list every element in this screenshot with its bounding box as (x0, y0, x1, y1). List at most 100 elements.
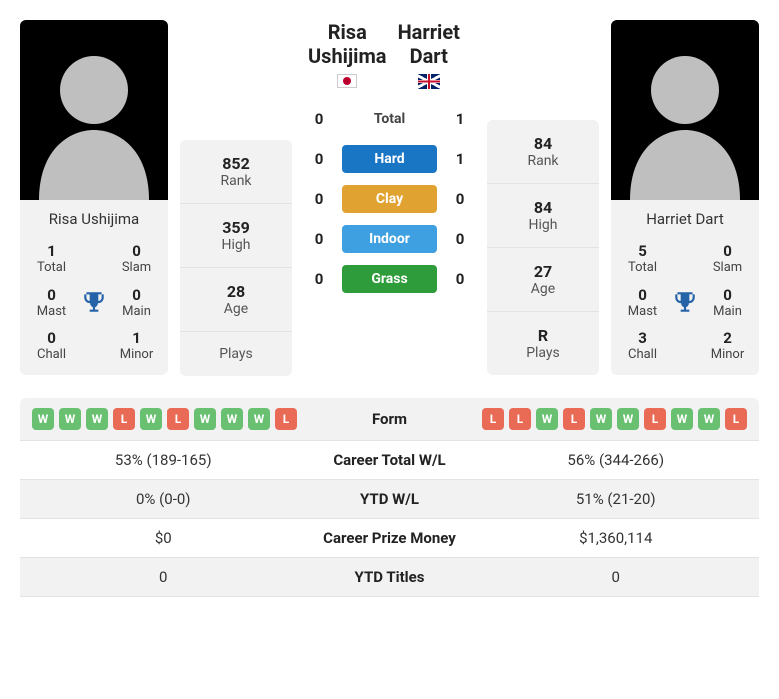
h2h-right-value: 1 (449, 110, 471, 128)
table-cell-right: 0 (485, 568, 748, 586)
h2h-right-value: 0 (449, 230, 471, 248)
form-chip: L (113, 408, 135, 430)
h2h-left-value: 0 (308, 150, 330, 168)
h2h-right-value: 0 (449, 190, 471, 208)
table-cell-left: 53% (189-165) (32, 451, 295, 469)
comparison-table: WWWLWLWWWLFormLLWLWWLWWL53% (189-165)Car… (20, 398, 759, 597)
form-chip: L (167, 408, 189, 430)
form-chip: W (617, 408, 639, 430)
trophy-icon (77, 289, 111, 315)
titles-mast: 0Mast (617, 286, 668, 320)
h2h-label: Clay (342, 185, 437, 213)
form-chip: L (563, 408, 585, 430)
table-cell-right: 51% (21-20) (485, 490, 748, 508)
titles-total: 5Total (617, 242, 668, 276)
table-cell-right: $1,360,114 (485, 529, 748, 547)
stat-high: 359High (180, 204, 292, 268)
table-cell-label: Career Total W/L (295, 451, 485, 469)
player-name-right: Harriet Dart (386, 20, 471, 68)
h2h-left-value: 0 (308, 190, 330, 208)
flag-right (386, 74, 471, 89)
player-photo-left (20, 20, 168, 200)
form-chip: W (59, 408, 81, 430)
form-chip: W (671, 408, 693, 430)
table-row: 0% (0-0)YTD W/L51% (21-20) (20, 480, 759, 519)
form-chip: W (194, 408, 216, 430)
h2h-table: 0Total10Hard10Clay00Indoor00Grass0 (308, 105, 471, 305)
table-row: 53% (189-165)Career Total W/L56% (344-26… (20, 441, 759, 480)
name-block-right: Harriet Dart (386, 20, 471, 89)
form-chip: L (509, 408, 531, 430)
form-chip: L (275, 408, 297, 430)
table-row: WWWLWLWWWLFormLLWLWWLWWL (20, 398, 759, 441)
table-cell-left: $0 (32, 529, 295, 547)
h2h-label: Grass (342, 265, 437, 293)
table-cell-right: 56% (344-266) (485, 451, 748, 469)
stat-plays: Plays (180, 332, 292, 376)
player-card-left: Risa Ushijima 1Total 0Slam 0Mast 0Main 0… (20, 20, 168, 375)
titles-slam: 0Slam (702, 242, 753, 276)
flag-gb-icon (418, 74, 440, 89)
player-name-left: RisaUshijima (308, 20, 386, 68)
stat-plays: RPlays (487, 312, 599, 375)
h2h-row-indoor: 0 Indoor 0 (308, 225, 471, 253)
table-cell-left: WWWLWLWWWL (32, 408, 297, 430)
form-strip-left: WWWLWLWWWL (32, 408, 297, 430)
stat-age: 27Age (487, 248, 599, 312)
h2h-left-value: 0 (308, 230, 330, 248)
h2h-right-value: 0 (449, 270, 471, 288)
table-cell-left: 0 (32, 568, 295, 586)
table-cell-right: LLWLWWLWWL (482, 408, 747, 430)
form-chip: W (248, 408, 270, 430)
silhouette-icon (29, 30, 159, 200)
h2h-left-value: 0 (308, 110, 330, 128)
table-cell-label: Form (297, 410, 482, 428)
player-card-right: Harriet Dart 5Total 0Slam 0Mast 0Main 3C… (611, 20, 759, 375)
stat-rank: 84Rank (487, 120, 599, 184)
titles-main: 0Main (702, 286, 753, 320)
form-chip: W (221, 408, 243, 430)
player-titles-right: 5Total 0Slam 0Mast 0Main 3Chall 2Minor (611, 238, 759, 375)
form-chip: W (698, 408, 720, 430)
h2h-left-value: 0 (308, 270, 330, 288)
player-card-name-left: Risa Ushijima (20, 200, 168, 238)
form-chip: W (590, 408, 612, 430)
h2h-row-clay: 0 Clay 0 (308, 185, 471, 213)
titles-minor: 2Minor (702, 329, 753, 363)
titles-total: 1Total (26, 242, 77, 276)
table-cell-label: YTD Titles (295, 568, 485, 586)
titles-mast: 0Mast (26, 286, 77, 320)
form-chip: W (32, 408, 54, 430)
form-chip: L (482, 408, 504, 430)
flag-jp-icon (337, 74, 357, 88)
form-chip: W (140, 408, 162, 430)
titles-chall: 0Chall (26, 329, 77, 363)
table-cell-left: 0% (0-0) (32, 490, 295, 508)
name-block-left: RisaUshijima (308, 20, 386, 88)
stats-card-left: 852Rank 359High 28Age Plays (180, 140, 292, 376)
h2h-label: Total (342, 105, 437, 133)
titles-slam: 0Slam (111, 242, 162, 276)
table-cell-label: YTD W/L (295, 490, 485, 508)
stat-high: 84High (487, 184, 599, 248)
player-card-name-right: Harriet Dart (611, 200, 759, 238)
titles-minor: 1Minor (111, 329, 162, 363)
h2h-row-grass: 0 Grass 0 (308, 265, 471, 293)
form-chip: W (86, 408, 108, 430)
stat-age: 28Age (180, 268, 292, 332)
h2h-row-total: 0 Total 1 (308, 105, 471, 133)
form-chip: L (644, 408, 666, 430)
h2h-label: Indoor (342, 225, 437, 253)
h2h-label: Hard (342, 145, 437, 173)
form-chip: L (725, 408, 747, 430)
table-cell-label: Career Prize Money (295, 529, 485, 547)
stat-rank: 852Rank (180, 140, 292, 204)
titles-main: 0Main (111, 286, 162, 320)
silhouette-icon (620, 30, 750, 200)
names-row: RisaUshijima Harriet Dart (308, 20, 471, 89)
player-titles-left: 1Total 0Slam 0Mast 0Main 0Chall 1Minor (20, 238, 168, 375)
form-chip: W (536, 408, 558, 430)
trophy-icon (668, 289, 702, 315)
stats-card-right: 84Rank 84High 27Age RPlays (487, 120, 599, 375)
table-row: $0Career Prize Money$1,360,114 (20, 519, 759, 558)
